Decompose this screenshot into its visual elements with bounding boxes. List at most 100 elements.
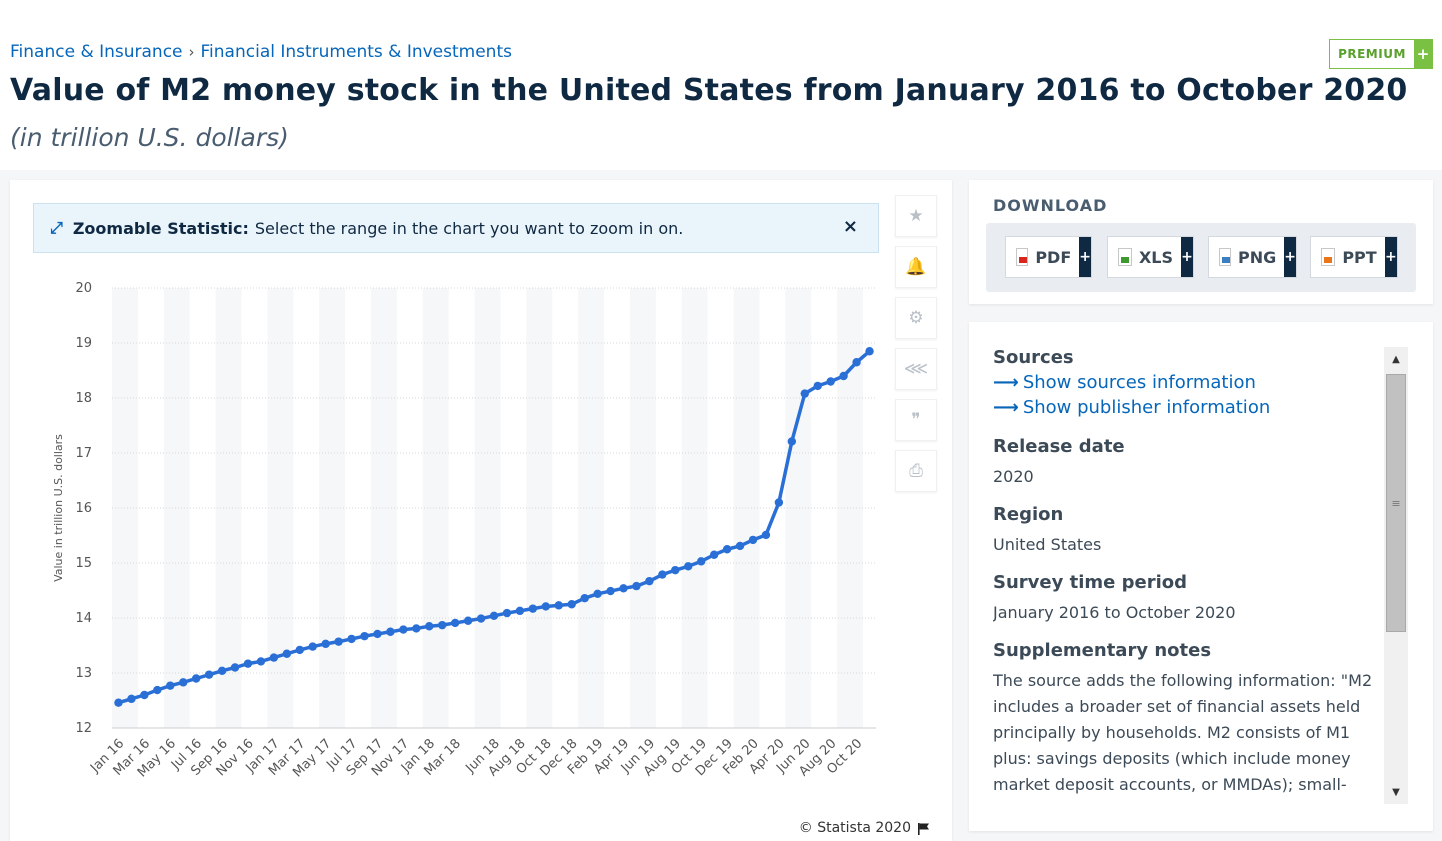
data-point: [114, 698, 123, 707]
data-point: [554, 601, 563, 610]
show-publisher-link[interactable]: ⟶ Show publisher information: [993, 397, 1378, 418]
page-title: Value of M2 money stock in the United St…: [10, 73, 1408, 108]
data-point: [645, 576, 654, 586]
close-icon[interactable]: ×: [842, 216, 858, 237]
scroll-down-icon[interactable]: ▼: [1392, 786, 1400, 798]
data-point: [373, 629, 382, 639]
data-point: [696, 557, 706, 566]
breadcrumb-finance-insurance[interactable]: Finance & Insurance: [10, 42, 183, 62]
info-card: Sources ⟶ Show sources information ⟶ Sho…: [969, 322, 1433, 831]
data-point: [243, 659, 253, 668]
download-png-button[interactable]: PNG +: [1208, 236, 1297, 278]
breadcrumb-financial-instruments[interactable]: Financial Instruments & Investments: [200, 42, 512, 62]
grid-band: [163, 288, 190, 728]
sources-label: Sources: [993, 347, 1074, 368]
grid-band: [319, 288, 346, 728]
copyright-text: © Statista 2020: [798, 820, 911, 836]
data-point: [735, 541, 745, 551]
data-point: [813, 381, 822, 391]
zoom-banner-text: Select the range in the chart you want t…: [254, 218, 684, 238]
line-chart[interactable]: 12 13 14 15 16 17 18 19 20 Value in trillion U.S.…: [10, 180, 952, 841]
y-tick-label: 16: [75, 501, 92, 516]
data-point: [580, 594, 589, 603]
png-file-icon: [1219, 248, 1232, 266]
data-point: [865, 347, 874, 356]
y-tick-label: 17: [75, 446, 92, 461]
plus-icon: +: [1079, 237, 1091, 277]
download-ppt-button[interactable]: PPT +: [1310, 236, 1398, 278]
data-point: [269, 653, 279, 662]
y-tick-label: 20: [75, 281, 92, 296]
arrow-right-icon: ⟶: [993, 372, 1019, 393]
premium-button[interactable]: PREMIUM +: [1329, 39, 1433, 69]
download-card: DOWNLOAD PDF + XLS + PNG + PPT +: [969, 180, 1433, 304]
data-point: [386, 627, 395, 636]
download-ppt-label: PPT: [1342, 247, 1377, 267]
download-xls-button[interactable]: XLS +: [1107, 236, 1194, 278]
download-pdf-button[interactable]: PDF +: [1005, 236, 1092, 278]
data-point: [606, 586, 615, 596]
download-bar: PDF + XLS + PNG + PPT +: [986, 223, 1416, 292]
data-point: [722, 545, 732, 554]
data-point: [321, 639, 330, 649]
data-point: [787, 437, 797, 446]
data-point: [204, 670, 214, 679]
data-point: [632, 581, 641, 591]
show-sources-text: Show sources information: [1022, 372, 1256, 393]
scrollbar-thumb[interactable]: ≡: [1386, 374, 1406, 632]
y-tick-label: 19: [75, 336, 92, 351]
y-tick-label: 18: [75, 391, 92, 406]
download-png-label: PNG: [1238, 247, 1277, 267]
data-point: [528, 604, 538, 613]
flag-icon[interactable]: [917, 822, 930, 835]
data-point: [399, 625, 408, 634]
info-scroll-area[interactable]: Sources ⟶ Show sources information ⟶ Sho…: [993, 347, 1378, 807]
grid-band: [785, 288, 812, 728]
data-point: [230, 663, 240, 672]
grid-band: [526, 288, 553, 728]
data-point: [425, 622, 434, 631]
share-icon[interactable]: ⋘: [895, 348, 937, 390]
grid-band: [733, 288, 760, 728]
data-point: [709, 550, 719, 559]
show-sources-link[interactable]: ⟶ Show sources information: [993, 372, 1378, 393]
chart-card: 12 13 14 15 16 17 18 19 20 Value in trillion U.S.…: [10, 180, 952, 841]
data-point: [658, 570, 667, 579]
data-point: [282, 649, 292, 658]
scrollbar[interactable]: ▲ ≡ ▼: [1384, 347, 1408, 804]
quote-icon[interactable]: ❞: [895, 399, 937, 441]
bell-icon[interactable]: 🔔: [895, 246, 937, 288]
data-point: [191, 674, 201, 683]
plus-icon: +: [1284, 237, 1296, 277]
region-label: Region: [993, 504, 1064, 525]
data-point: [217, 666, 227, 675]
grid-band: [578, 288, 605, 728]
data-point: [852, 358, 861, 367]
data-point: [179, 678, 188, 687]
data-point: [593, 589, 602, 598]
ppt-file-icon: [1321, 248, 1336, 266]
data-point: [684, 562, 693, 571]
expand-icon: ⤢: [50, 218, 63, 237]
data-point: [166, 681, 175, 690]
print-icon[interactable]: ⎙: [895, 450, 937, 492]
y-axis-label: Value in trillion U.S. dollars: [52, 434, 65, 582]
survey-period-value: January 2016 to October 2020: [993, 603, 1236, 622]
data-point: [839, 371, 848, 381]
plus-icon: +: [1181, 237, 1193, 277]
data-point: [761, 530, 771, 540]
data-point: [334, 637, 343, 646]
data-point: [140, 690, 149, 700]
scroll-up-icon[interactable]: ▲: [1392, 353, 1400, 365]
show-publisher-text: Show publisher information: [1022, 397, 1271, 418]
data-point: [800, 389, 809, 398]
gear-icon[interactable]: ⚙: [895, 297, 937, 339]
data-point: [463, 616, 473, 625]
region-value: United States: [993, 535, 1102, 554]
premium-label: PREMIUM: [1338, 47, 1406, 61]
data-point: [748, 535, 758, 545]
star-icon[interactable]: ★: [895, 195, 937, 237]
data-point: [826, 377, 835, 386]
page-header: [0, 0, 1442, 170]
xls-file-icon: [1118, 248, 1132, 266]
